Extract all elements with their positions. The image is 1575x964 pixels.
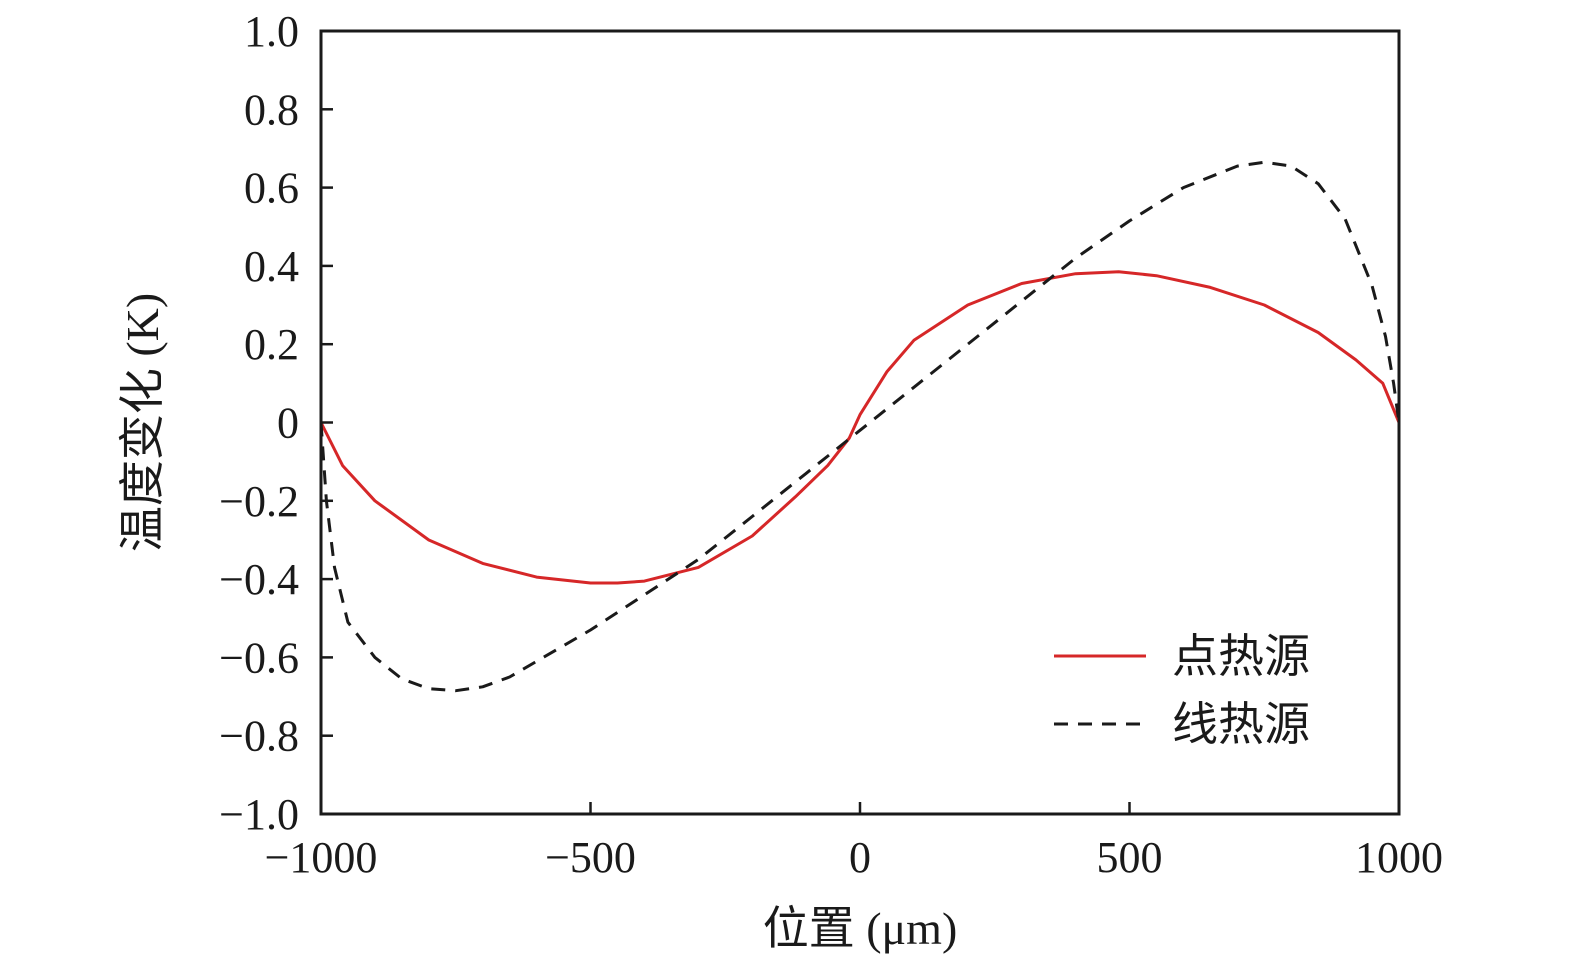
y-tick-label: 0.2 [244, 320, 299, 369]
series-line-1 [319, 270, 1401, 585]
y-axis-title: 温度变化 (K) [117, 293, 168, 552]
y-tick-label: 0.4 [244, 242, 299, 291]
x-tick-label: −500 [545, 833, 636, 882]
x-tick-label: 1000 [1355, 833, 1443, 882]
x-tick-label: −1000 [265, 833, 378, 882]
y-tick-label: −0.8 [219, 712, 299, 761]
y-tick-label: −0.2 [219, 477, 299, 526]
y-tick-label: −1.0 [219, 790, 299, 839]
y-tick-label: −0.6 [219, 633, 299, 682]
y-tick-label: 0.8 [244, 85, 299, 134]
x-tick-label: 0 [849, 833, 871, 882]
y-tick-label: 0 [277, 399, 299, 448]
series-line-2 [319, 160, 1401, 693]
axis-ticks: −1000 −500 0 500 1000 1.0 0.8 0.6 0.4 0.2 0 −0.2 −0.… [219, 7, 1443, 882]
legend-label-2: 线热源 [1172, 699, 1310, 750]
y-tick-label: −0.4 [219, 555, 299, 604]
series-layer [319, 160, 1401, 693]
legend-label-1: 点热源 [1172, 631, 1310, 682]
y-tick-label: 0.6 [244, 164, 299, 213]
plot-frame [319, 29, 1401, 816]
y-tick-label: 1.0 [244, 7, 299, 56]
x-axis-title: 位置 (μm) [763, 903, 958, 954]
x-tick-label: 500 [1097, 833, 1163, 882]
